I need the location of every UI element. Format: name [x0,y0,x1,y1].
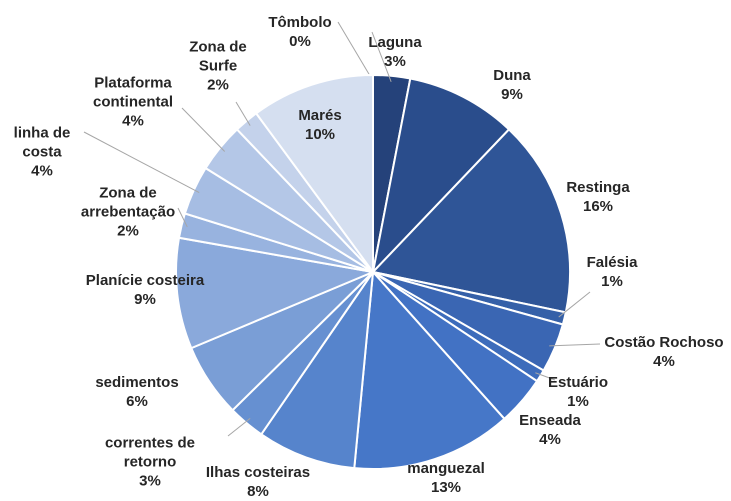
slice-label: Zona de arrebentação 2% [71,184,186,241]
slice-label: Tômbolo 0% [260,13,340,51]
category-name: Marés [298,107,342,124]
slice-label: sedimentos 6% [87,373,187,411]
leader-line [535,372,556,381]
percent-label: 2% [117,222,139,240]
leader-line [371,31,392,82]
category-name: Zona de Surfe [189,38,247,75]
percent-label: 3% [139,472,161,490]
percent-label: 0% [289,33,311,50]
pie-slice [254,73,374,276]
pie-slice [371,128,571,314]
pie-slice [175,236,377,350]
percent-label: 16% [582,198,614,215]
percent-label: 2% [207,76,229,94]
category-name: Enseada [519,412,581,429]
percent-label: 4% [31,162,53,180]
slice-label: Duna 9% [482,66,542,104]
category-name: linha de costa [13,124,71,161]
percent-label: 4% [653,353,675,370]
slice-label: Zona de Surfe 2% [183,38,253,95]
category-name: Laguna [368,34,422,51]
leader-line [337,21,374,82]
leader-line [549,343,601,347]
slice-label: Marés 10% [285,106,355,144]
slice-label: Estuário 1% [538,373,618,411]
percent-label: 1% [567,393,589,410]
category-name: Plataforma continental [92,74,173,111]
percent-label: 10% [304,126,336,143]
category-name: sedimentos [95,374,179,391]
slice-label: correntes de retorno 3% [93,434,208,491]
percent-label: 6% [126,393,148,410]
category-name: manguezal [407,460,485,477]
percent-label: 3% [384,53,406,70]
percent-label: 13% [430,479,462,496]
leader-line [177,207,188,228]
category-name: Ilhas costeiras [205,464,311,481]
percent-label: 9% [134,291,156,308]
percent-label: 4% [539,431,561,448]
pie-slice [371,77,511,276]
pie-slice [259,268,375,470]
category-name: Zona de arrebentação [80,184,176,221]
percent-label: 9% [501,86,523,103]
category-name: Estuário [547,374,608,391]
category-name: correntes de retorno [104,434,196,471]
pie-slice [353,269,506,470]
slice-label: Ilhas costeiras 8% [193,463,323,501]
category-name: Planície costeira [85,272,205,289]
slice-label: manguezal 13% [396,459,496,497]
leader-line [227,417,251,437]
slice-label: Restinga 16% [558,178,638,216]
slice-label: Plataforma continental 4% [76,74,191,131]
slice-label: linha de costa 4% [1,124,83,181]
slice-label: Laguna 3% [360,33,430,71]
percent-label: 8% [247,483,269,500]
leader-line [235,101,251,126]
category-name: Falésia [586,254,638,271]
slice-label: Costão Rochoso 4% [594,333,731,371]
slice-label: Falésia 1% [577,253,647,291]
leader-line [83,131,200,194]
leader-line [181,107,226,152]
category-name: Tômbolo [268,14,332,31]
category-name: Duna [493,67,531,84]
leader-line [558,291,591,318]
category-name: Costão Rochoso [604,334,724,351]
percent-label: 4% [122,112,144,130]
slice-label: Planície costeira 9% [65,271,225,309]
category-name: Restinga [566,179,630,196]
slice-label: Enseada 4% [510,411,590,449]
percent-label: 1% [601,273,623,290]
